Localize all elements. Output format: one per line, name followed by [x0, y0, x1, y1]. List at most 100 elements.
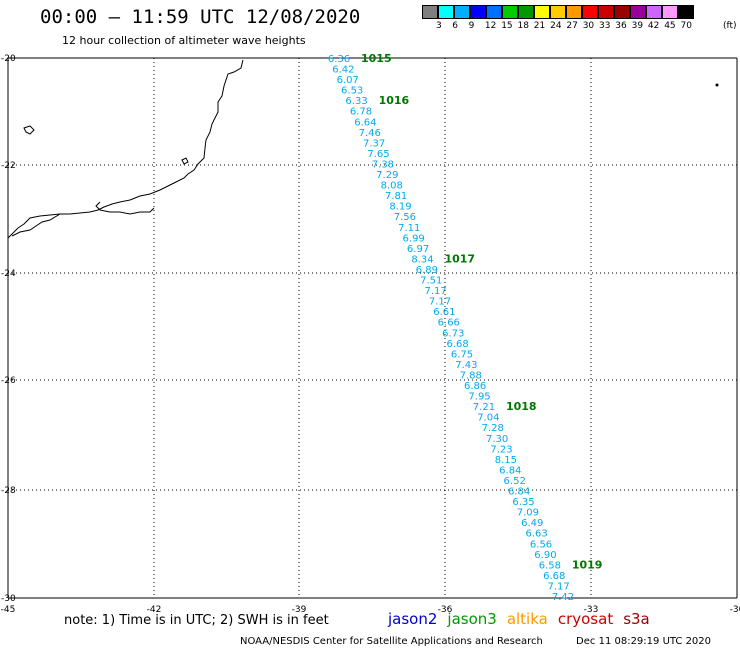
satellite-label: cryosat: [557, 610, 614, 628]
wave-height-label: 6.52: [504, 476, 526, 487]
wave-height-label: 6.90: [534, 550, 556, 561]
wave-height-label: 6.99: [403, 233, 425, 244]
wave-height-label: 7.88: [460, 370, 482, 381]
wave-height-label: 8.34: [411, 254, 433, 265]
wave-height-label: 7.17: [547, 581, 569, 592]
scale-label: 24: [550, 21, 562, 31]
satellite-label: jason2: [388, 610, 438, 628]
coastline-bay: [95, 201, 155, 215]
wave-height-label: 7.43: [455, 360, 477, 371]
scale-unit-label: (ft): [723, 21, 737, 31]
wave-height-label: 7.23: [490, 444, 512, 455]
wave-height-label: 6.78: [350, 107, 372, 118]
scale-swatch: [518, 5, 534, 19]
coastal-island-2: [181, 157, 189, 165]
wave-height-label: 6.75: [451, 349, 473, 360]
wave-height-label: 7.38: [372, 159, 394, 170]
color-scale-legend: 3 6 9 12 15 18 21 24 27 30 33 36 39 42 45 70 (ft): [422, 5, 737, 31]
wave-height-label: 6.66: [438, 318, 460, 329]
offshore-island: [715, 83, 719, 87]
time-label: 1017: [444, 252, 475, 265]
footer-timestamp: Dec 11 08:29:19 UTC 2020: [576, 636, 712, 647]
scale-swatch: [566, 5, 582, 19]
wave-height-label: 7.81: [385, 191, 407, 202]
wave-height-label: 6.49: [521, 518, 543, 529]
wave-height-label: 7.04: [477, 413, 499, 424]
scale-swatch: [646, 5, 662, 19]
footer-credit: NOAA/NESDIS Center for Satellite Applica…: [240, 636, 711, 647]
wave-height-label: 6.07: [337, 75, 359, 86]
scale-swatch: [550, 5, 566, 19]
wave-height-label: 7.95: [468, 392, 490, 403]
wave-height-label: 6.42: [332, 65, 354, 76]
altimeter-track: 6.366.426.076.536.336.786.647.467.377.65…: [328, 52, 603, 603]
satellite-legend: jason2 jason3 altika cryosat s3a: [388, 610, 660, 628]
wave-height-label: 8.15: [495, 455, 517, 466]
page-subtitle: 12 hour collection of altimeter wave hei…: [62, 34, 306, 47]
wave-height-label: 7.11: [398, 223, 420, 234]
scale-label: 36: [615, 21, 627, 31]
longitude-label: -30: [730, 605, 740, 615]
latitude-label: -28: [1, 486, 16, 496]
scale-swatch: [662, 5, 678, 19]
scale-swatch: [534, 5, 550, 19]
longitude-label: -39: [292, 605, 307, 615]
wave-height-label: 6.97: [407, 244, 429, 255]
color-scale-swatches: [422, 5, 694, 19]
wave-height-label: 7.46: [359, 128, 381, 139]
wave-height-label: 7.37: [363, 138, 385, 149]
wave-height-label: 6.63: [526, 529, 548, 540]
wave-height-label: 6.86: [464, 381, 486, 392]
scale-label: 6: [452, 21, 459, 31]
scale-label: 3: [436, 21, 442, 31]
wave-height-label: 7.09: [517, 508, 539, 519]
scale-label: 30: [582, 21, 595, 31]
coastal-island: [23, 125, 35, 135]
wave-height-label: 7.51: [420, 276, 442, 287]
longitude-label: -45: [1, 605, 16, 615]
latitude-label: -20: [1, 54, 16, 64]
time-label: 1016: [379, 94, 410, 107]
satellite-label: altika: [506, 610, 548, 628]
wave-height-label: 6.84: [508, 487, 530, 498]
scale-label: 39: [631, 21, 644, 31]
wave-height-label: 7.65: [367, 149, 389, 160]
scale-label: 9: [468, 21, 475, 31]
wave-height-label: 6.84: [499, 465, 521, 476]
wave-height-label: 6.64: [354, 117, 376, 128]
map-grid: -45 -42 -39 -36 -33 -30 -20 -22 -24 -26 -28 -30: [1, 54, 740, 615]
scale-swatch: [470, 5, 486, 19]
longitude-label: -36: [438, 605, 453, 615]
latitude-label: -24: [1, 269, 16, 279]
scale-label: 18: [517, 21, 529, 31]
scale-label: 45: [664, 21, 676, 31]
wave-height-label: 6.36: [328, 54, 350, 65]
scale-swatch: [502, 5, 518, 19]
wave-height-label: 6.89: [416, 265, 438, 276]
scale-swatch: [630, 5, 646, 19]
wave-height-label: 6.68: [446, 339, 468, 350]
scale-label: 70: [680, 21, 692, 31]
time-label: 1015: [361, 52, 392, 65]
scale-label: 21: [533, 21, 546, 31]
scale-swatch: [454, 5, 470, 19]
wave-height-label: 7.21: [473, 402, 495, 413]
scale-swatch: [422, 5, 438, 19]
time-label: 1019: [572, 558, 603, 571]
longitude-label: -42: [147, 605, 162, 615]
wave-height-label: 6.35: [512, 497, 534, 508]
wave-height-label: 6.73: [442, 328, 464, 339]
coastline-bay-2: [11, 213, 61, 237]
scale-label: 27: [566, 21, 578, 31]
latitude-label: -22: [1, 161, 16, 171]
scale-swatch: [582, 5, 598, 19]
wave-height-label: 6.56: [530, 539, 552, 550]
scale-swatch: [598, 5, 614, 19]
wave-height-label: 7.30: [486, 434, 508, 445]
color-scale-labels: 3 6 9 12 15 18 21 24 27 30 33 36 39 42 45 70: [422, 21, 740, 33]
scale-label: 33: [599, 21, 611, 31]
wave-height-label: 7.42: [552, 592, 574, 603]
page-title: 00:00 – 11:59 UTC 12/08/2020: [40, 6, 361, 28]
wave-height-label: 7.29: [376, 170, 398, 181]
